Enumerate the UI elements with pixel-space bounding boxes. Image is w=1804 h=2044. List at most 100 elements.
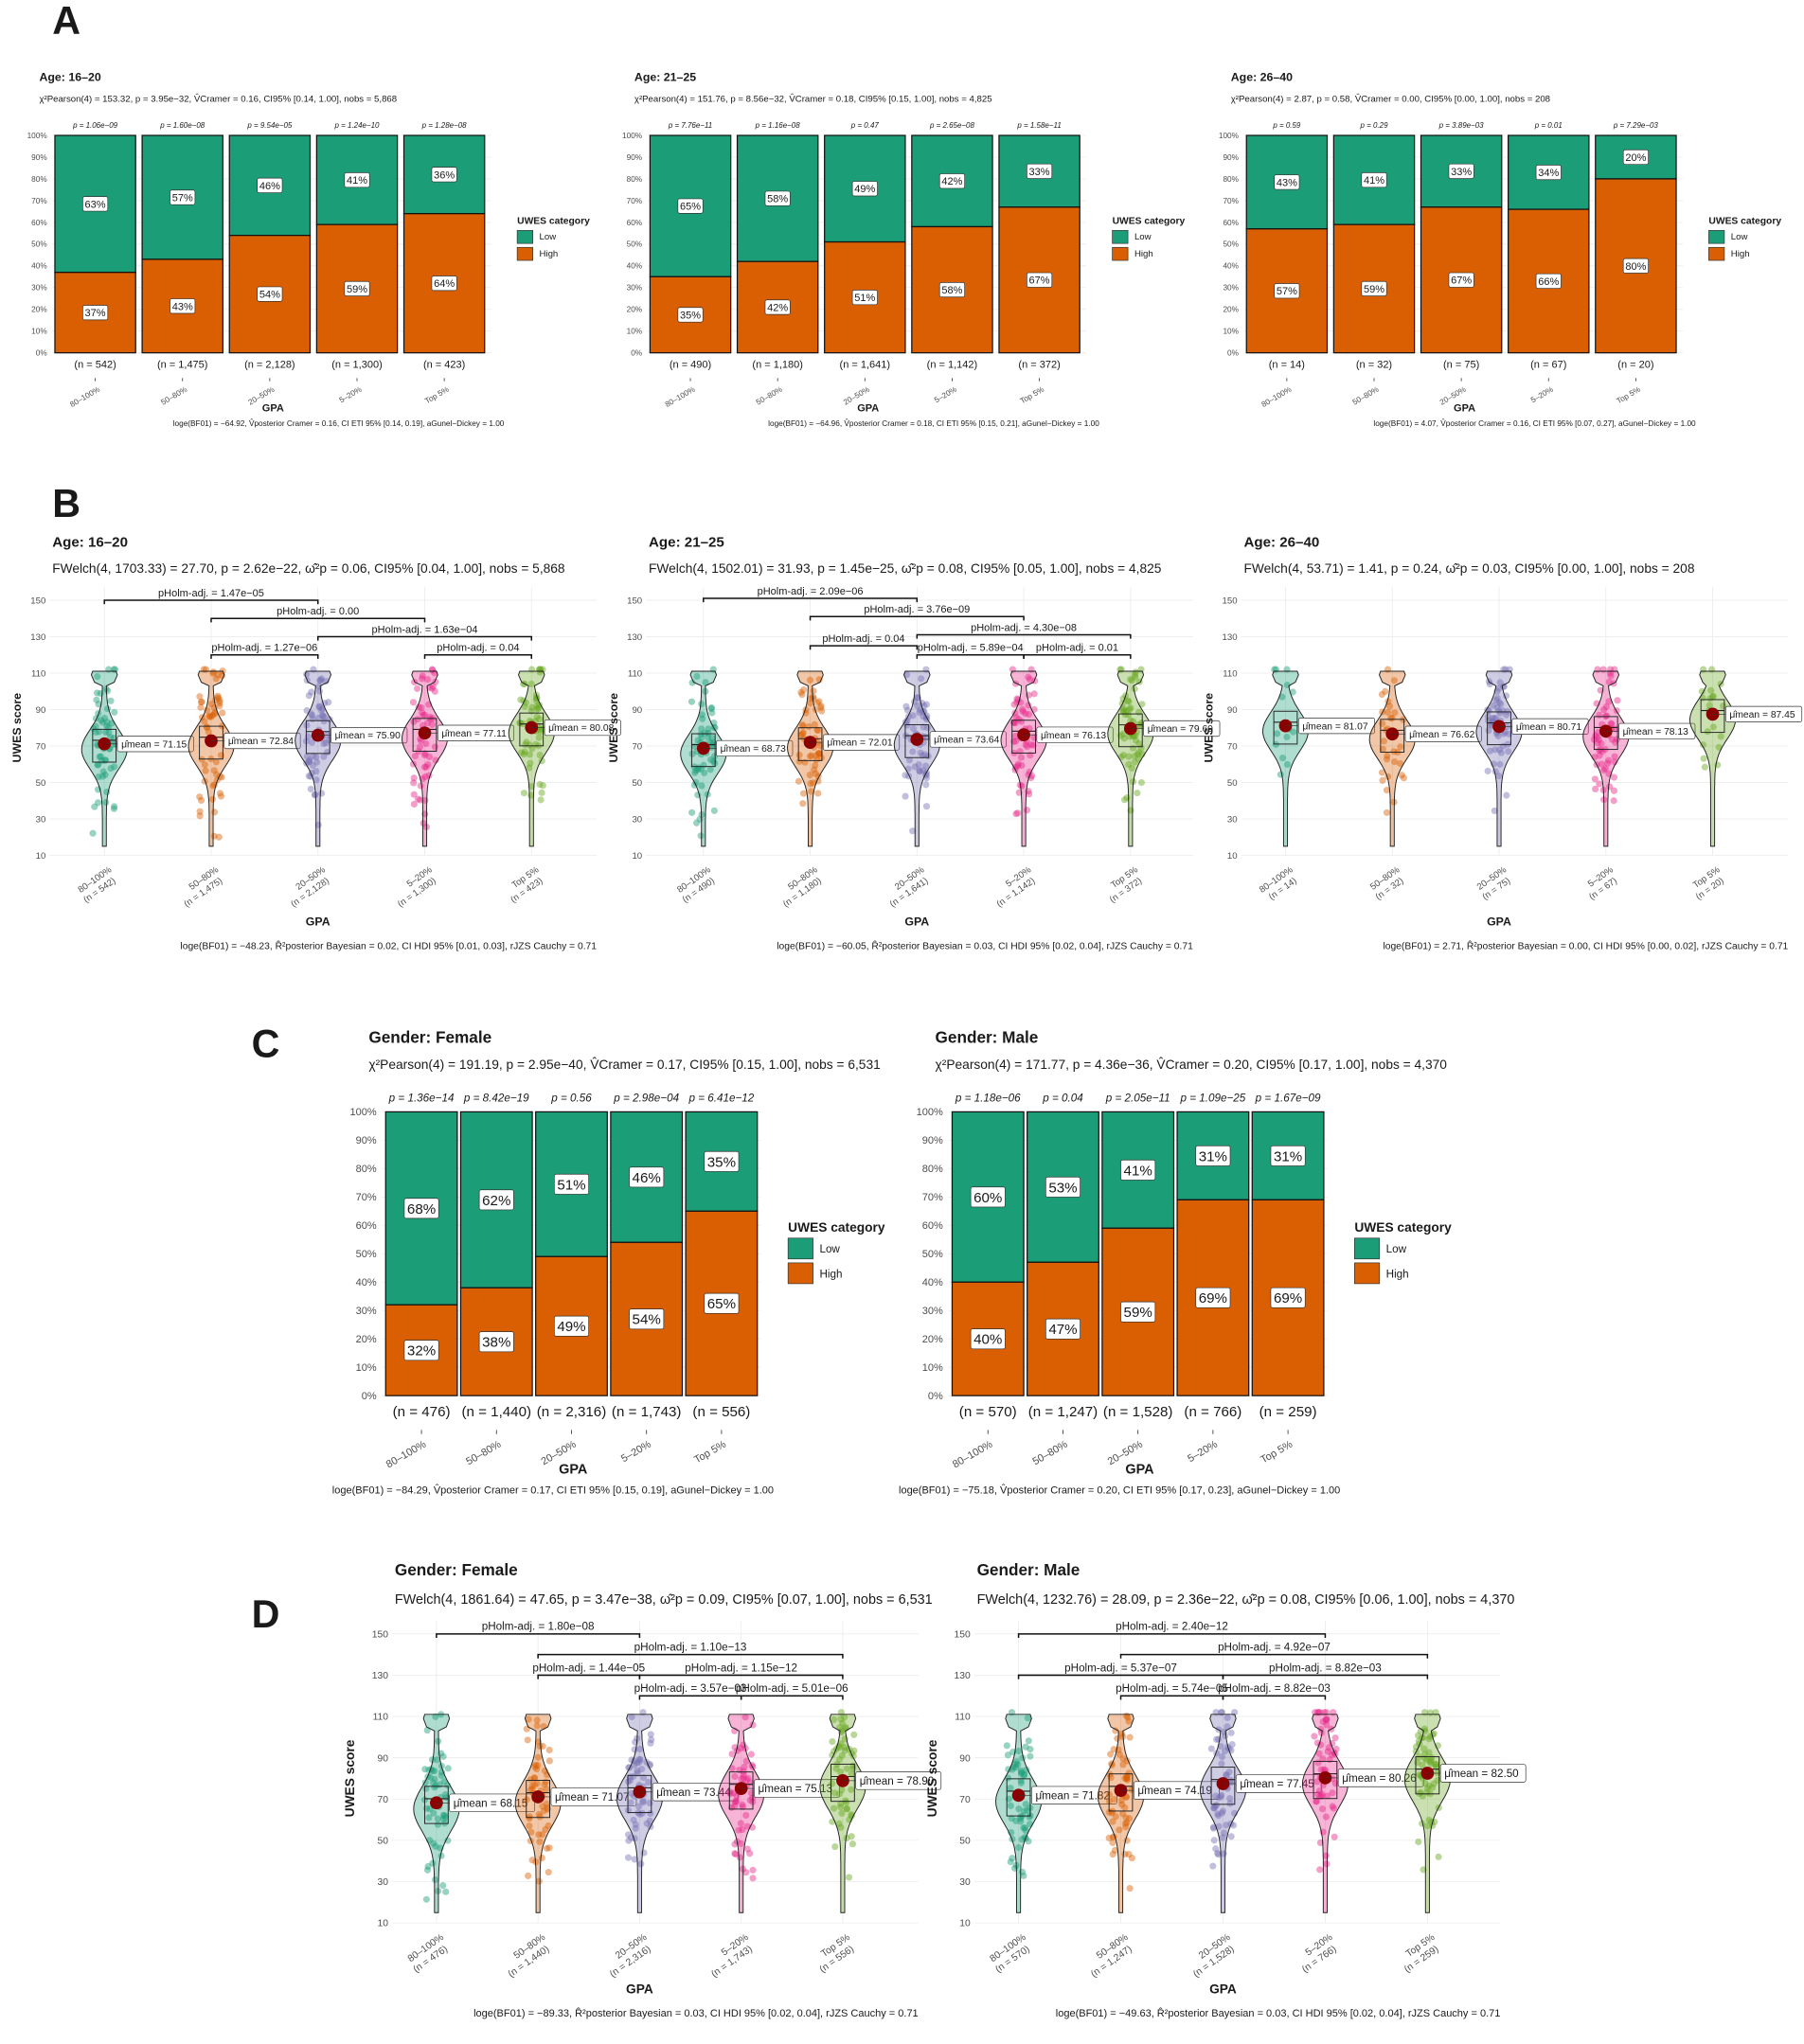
y-tick-label: 50 [36,778,46,789]
data-point [539,782,546,790]
legend-label: High [1386,1268,1409,1280]
data-point [543,1844,550,1852]
data-point [1599,748,1606,755]
violin [514,1714,562,1913]
data-point [306,757,313,766]
data-point [1025,702,1032,709]
data-point [909,724,918,733]
y-tick-label: 70% [1223,197,1239,205]
y-tick-label: 60% [922,1220,943,1232]
data-point [902,772,909,779]
panel-letter-b: B [52,482,80,525]
data-point [538,789,545,796]
data-point [924,724,932,732]
n-label: (n = 423) [423,360,465,371]
data-point [317,675,325,683]
data-point [420,752,429,759]
data-point [429,683,437,690]
data-point [799,790,808,797]
y-tick-label: 100% [349,1107,376,1118]
p-value-label: p = 9.54e−05 [246,121,293,130]
data-point [308,738,315,746]
data-point [698,701,706,708]
data-point [798,730,806,738]
violin [1368,670,1416,847]
data-point [1126,733,1134,740]
comparison-bracket [1017,1633,1327,1638]
y-tick-label: 130 [955,1671,971,1681]
y-tick-label: 70 [959,1795,971,1805]
data-point [797,688,805,696]
data-point [204,723,211,731]
y-tick-label: 90% [356,1135,377,1146]
mean-label: μ̂mean = 87.45 [1729,709,1795,720]
data-label: 62% [482,1193,510,1209]
p-value-label: p = 8.42e−19 [463,1092,529,1104]
comparison-bracket [103,599,319,605]
data-point [318,711,326,720]
box [412,718,438,753]
data-point [111,708,118,716]
data-point [1598,739,1605,747]
legend-label: High [1134,249,1153,259]
data-point [429,667,437,674]
data-label-box [704,1150,740,1172]
data-point [213,771,221,778]
data-label: 41% [1364,175,1384,187]
data-point [1029,741,1037,749]
data-point [107,697,115,704]
data-point [423,1866,432,1874]
data-point [533,705,542,713]
p-value-label: p = 0.59 [1272,121,1301,130]
data-point [1379,745,1386,753]
x-tick-label: 5–20% [1186,1439,1220,1466]
data-point [903,706,912,714]
data-point [95,701,102,708]
data-point [1120,735,1128,742]
comparison-label: pHolm-adj. = 5.37e−07 [1064,1662,1177,1674]
data-point [320,753,328,760]
data-label: 59% [1124,1305,1152,1321]
data-point [798,691,806,699]
x-tick-label: 5–20% [338,384,364,404]
mean-label: μ̂mean = 78.13 [1623,726,1688,738]
data-point [698,711,706,719]
data-label-box [170,298,196,314]
p-value-label: p = 1.09e−25 [1179,1092,1245,1104]
data-point [1493,703,1501,711]
data-point [100,715,109,722]
comparison-bracket [638,1695,742,1700]
data-point [795,757,803,765]
data-label-box [1045,1176,1081,1198]
data-point [1605,756,1613,764]
box [1700,699,1725,734]
y-tick-label: 10 [36,851,46,862]
chart-caption: loge(BF01) = −75.18, V̂posterior Cramer … [899,1484,1340,1497]
data-point [317,676,325,684]
data-point [1602,702,1610,711]
data-point [1494,707,1502,715]
box [305,720,330,755]
data-point [320,713,328,720]
data-point [410,791,418,798]
data-label: 60% [973,1190,1002,1206]
y-tick-label: 20% [1223,306,1239,314]
x-axis-title: GPA [306,915,330,929]
data-point [1124,697,1132,704]
y-tick-label: 70% [356,1192,377,1203]
legend-swatch-low [1354,1237,1381,1260]
data-label: 63% [85,199,106,210]
n-label: (n = 75) [1443,360,1479,371]
data-point [1390,748,1398,755]
data-point [520,751,527,758]
n-label: (n = 67) [1530,360,1566,371]
legend-title: UWES category [517,217,590,227]
data-point [1027,741,1035,749]
data-point [749,1866,757,1874]
p-value-label: p = 0.29 [1359,121,1388,130]
data-point [209,782,217,790]
n-label: (n = 259) [1259,1404,1317,1420]
data-point [214,694,222,702]
violin-chart-b: Age: 16–20 FWelch(4, 1703.33) = 27.70, p … [10,535,621,951]
p-value-label: p = 0.47 [850,121,880,130]
